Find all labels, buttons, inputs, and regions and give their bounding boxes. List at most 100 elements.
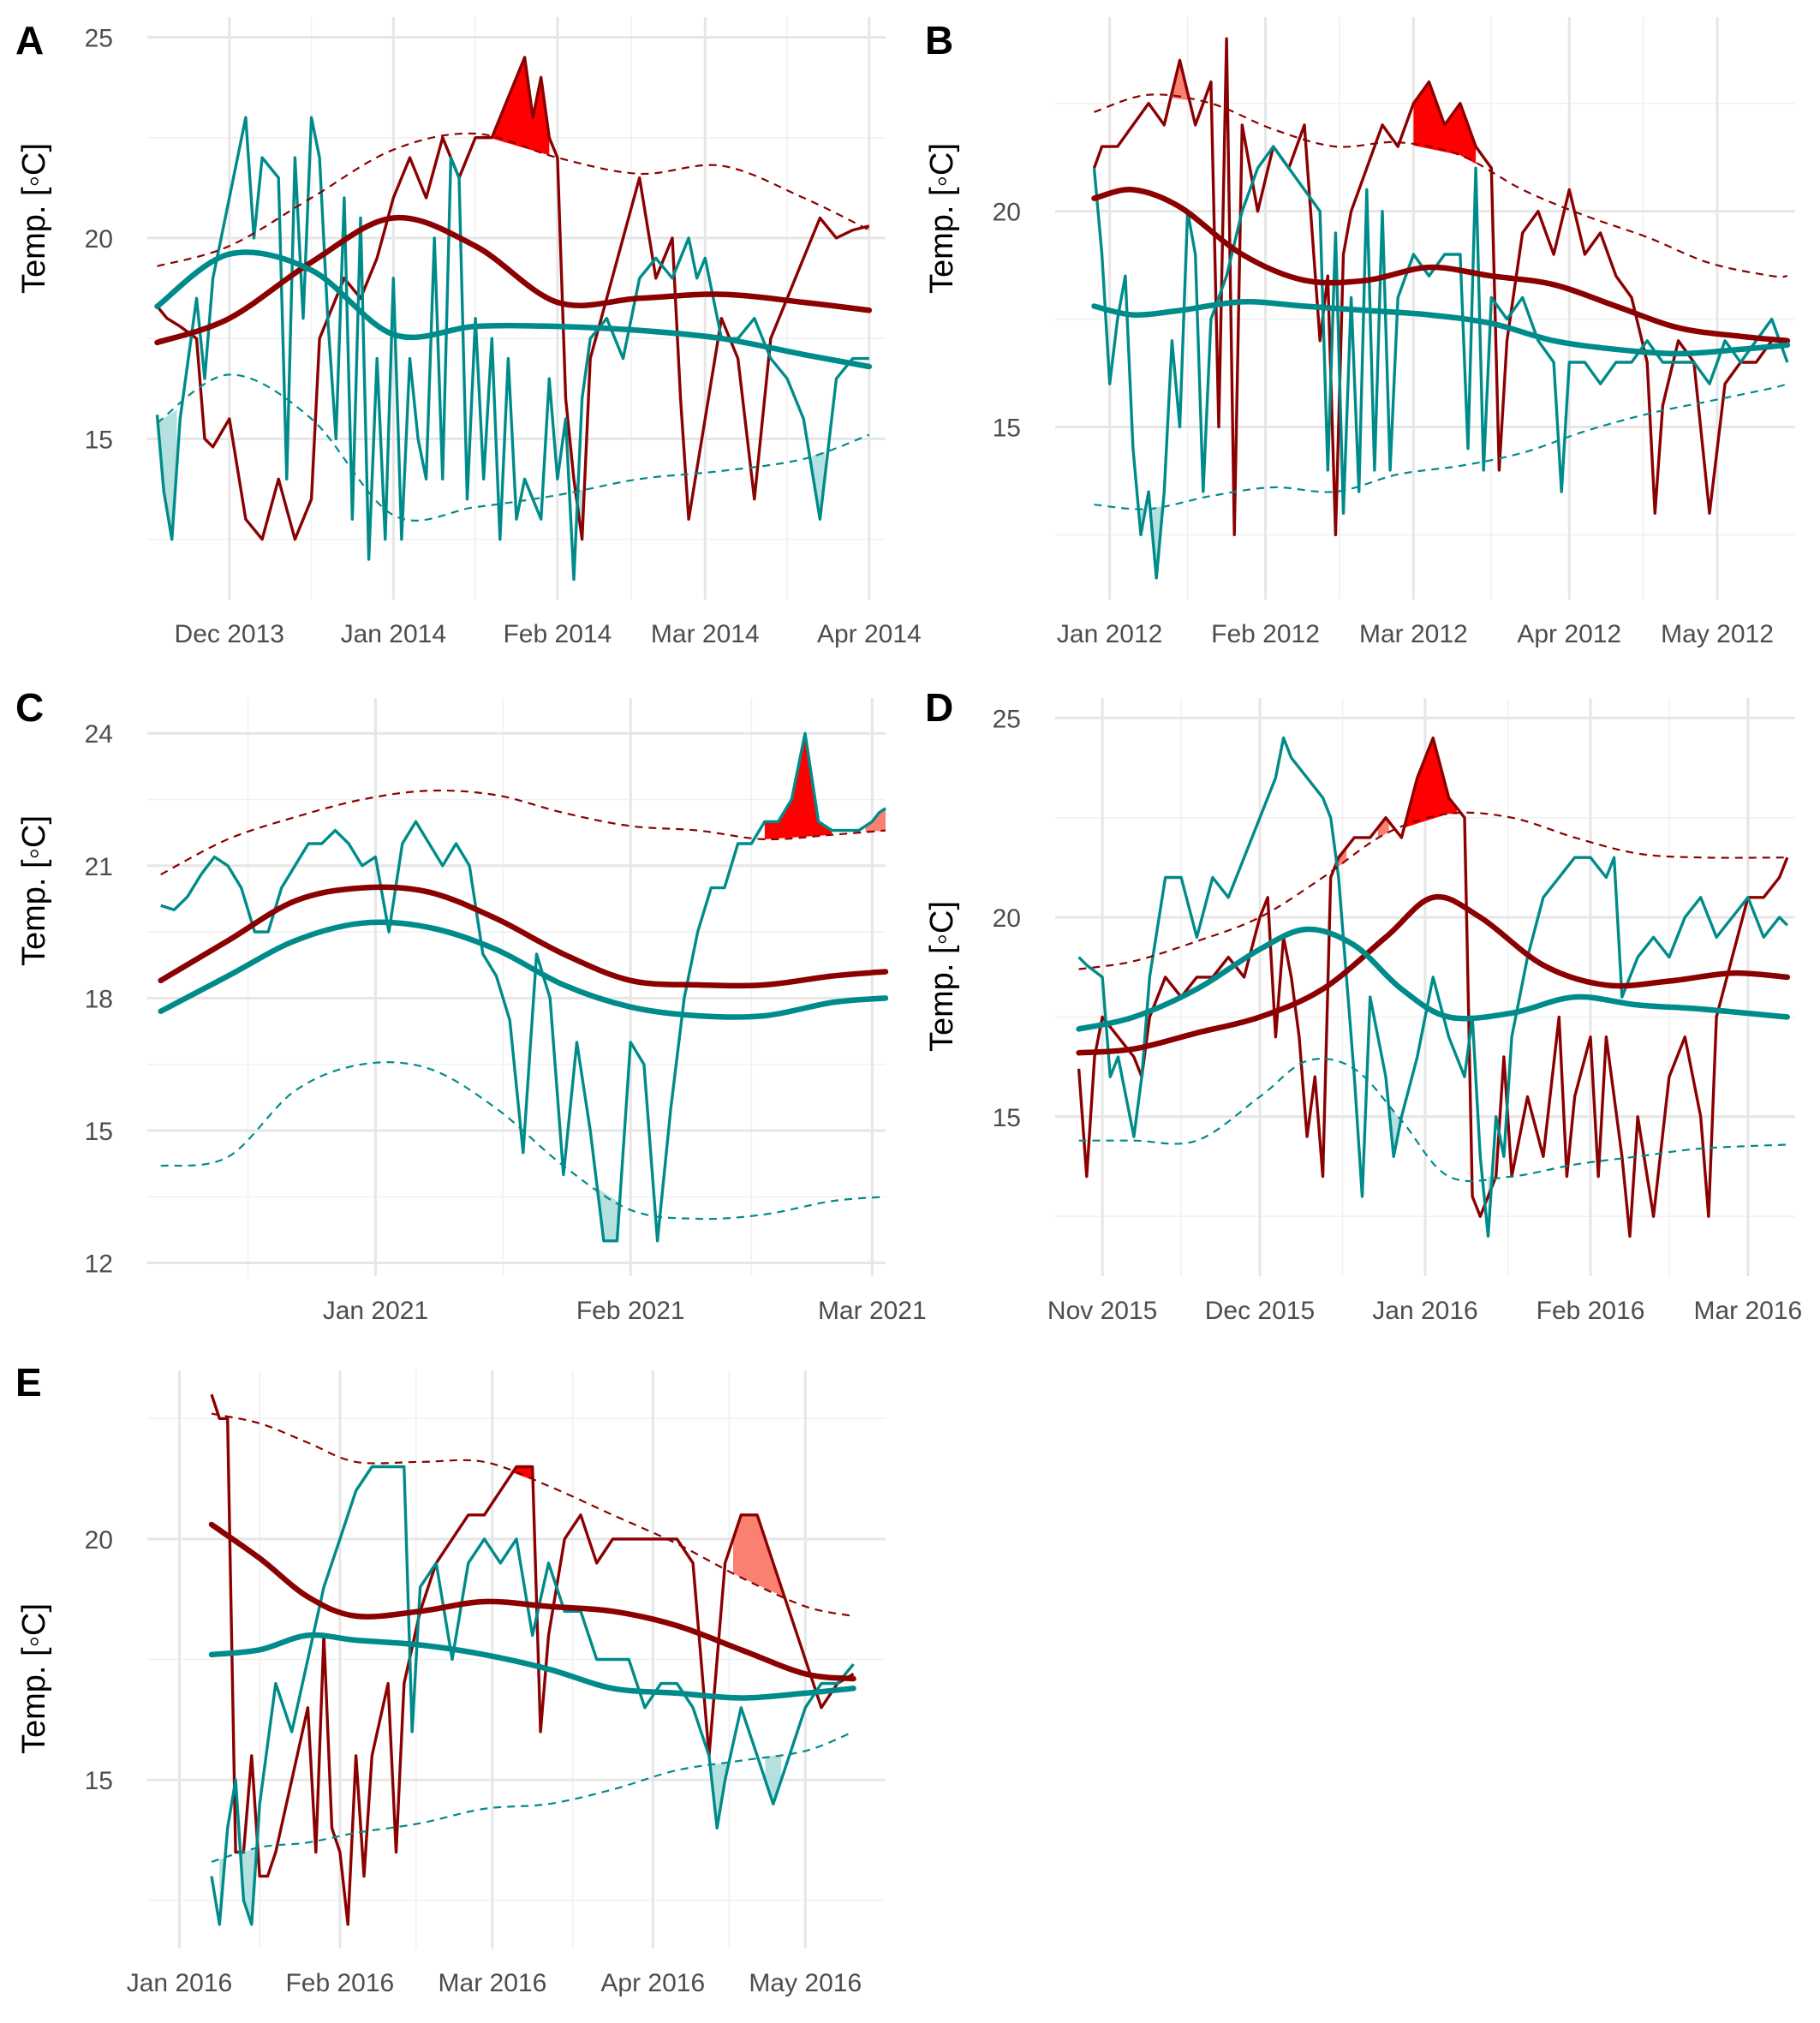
y-tick-label: 20	[993, 904, 1021, 933]
threshold-line-red	[1094, 93, 1788, 278]
y-tick-label: 15	[993, 1104, 1021, 1132]
panel-d-series	[1076, 736, 1791, 1238]
warm-extreme-area	[733, 1514, 797, 1603]
warm-extreme-area	[1172, 60, 1188, 100]
panel-d-y-axis-title: Temp. [◦C]	[924, 901, 960, 1052]
x-tick-label: May 2016	[749, 1969, 862, 1997]
climatology-line-red	[1076, 893, 1791, 1056]
panel-letter-d: D	[925, 685, 953, 730]
x-tick-label: Mar 2016	[439, 1969, 547, 1997]
y-tick-label: 25	[993, 705, 1021, 733]
y-tick-label: 20	[85, 1526, 113, 1555]
panel-a-y-axis-title: Temp. [◦C]	[16, 143, 52, 294]
climatology-line-red	[208, 1521, 856, 1682]
panel-letter-a: A	[15, 18, 44, 63]
panel-d-y-ticks: 15 20 25	[993, 705, 1021, 1132]
threshold-line-teal	[160, 1061, 886, 1220]
x-tick-label: Feb 2012	[1211, 620, 1320, 648]
panel-c-series	[158, 731, 889, 1243]
cold-extreme-area	[1141, 505, 1165, 576]
panel-e-x-ticks: Jan 2016 Feb 2016 Mar 2016 Apr 2016 May 2016	[127, 1969, 862, 1997]
x-tick-label: Jan 2012	[1057, 620, 1162, 648]
x-tick-label: Jan 2016	[1372, 1297, 1477, 1325]
warm-extreme-area	[764, 733, 832, 839]
x-tick-label: Nov 2015	[1047, 1297, 1157, 1325]
panel-b-y-axis-title: Temp. [◦C]	[924, 143, 960, 294]
y-tick-label: 21	[85, 853, 113, 881]
climatology-line-teal	[208, 1632, 856, 1701]
x-tick-label: Apr 2012	[1517, 620, 1621, 648]
x-tick-label: Feb 2016	[285, 1969, 394, 1997]
observed-line-red	[1092, 37, 1787, 537]
x-tick-label: Feb 2016	[1537, 1297, 1645, 1325]
climatology-line-red	[154, 214, 873, 346]
x-tick-label: Mar 2021	[818, 1297, 927, 1325]
x-tick-label: Jan 2014	[341, 620, 446, 648]
x-tick-label: Feb 2014	[503, 620, 612, 648]
observed-line-teal	[1077, 736, 1789, 1238]
panel-c-x-ticks: Jan 2021 Feb 2021 Mar 2021	[323, 1297, 927, 1325]
threshold-line-red	[1078, 811, 1787, 970]
threshold-line-teal	[156, 373, 870, 522]
y-tick-label: 15	[85, 426, 113, 454]
panel-a-y-ticks: 15 20 25	[85, 24, 113, 454]
observed-line-teal	[1092, 145, 1789, 580]
cold-extreme-area	[1377, 1095, 1410, 1157]
warm-extreme-area	[492, 58, 550, 156]
panel-d-grid	[1055, 698, 1795, 1276]
panel-letter-b: B	[925, 18, 953, 63]
x-tick-label: Apr 2016	[600, 1969, 705, 1997]
x-tick-label: Feb 2021	[576, 1297, 685, 1325]
warm-extreme-area	[1413, 81, 1477, 164]
climatology-line-teal	[158, 919, 889, 1020]
panel-a: A Temp. [◦C] 15 20 25 Dec 2013 Jan 2014 Feb …	[15, 17, 922, 648]
threshold-line-red	[160, 789, 886, 876]
climatology-line-teal	[154, 249, 873, 370]
x-tick-label: Jan 2016	[127, 1969, 232, 1997]
warm-extreme-area	[1377, 817, 1389, 839]
y-tick-label: 25	[85, 24, 113, 52]
panel-b-x-ticks: Jan 2012 Feb 2012 Mar 2012 Apr 2012 May 2012	[1057, 620, 1774, 648]
warm-extreme-area	[865, 808, 886, 832]
y-tick-label: 15	[993, 415, 1021, 443]
x-tick-label: Jan 2021	[323, 1297, 428, 1325]
observed-line-red	[1077, 736, 1789, 1238]
climatology-line-red	[1091, 187, 1791, 344]
panel-d: D Temp. [◦C] 15 20 25 Nov 2015 Dec 2015 Jan …	[924, 685, 1802, 1325]
panel-a-x-ticks: Dec 2013 Jan 2014 Feb 2014 Mar 2014 Apr 2014	[175, 620, 922, 648]
threshold-line-red	[211, 1412, 854, 1617]
panel-c-y-axis-title: Temp. [◦C]	[16, 815, 52, 966]
climatology-line-red	[158, 884, 889, 989]
y-tick-label: 12	[85, 1250, 113, 1279]
climatology-line-teal	[1091, 299, 1791, 357]
climatology-line-teal	[1076, 926, 1791, 1032]
observed-line-red	[210, 1393, 855, 1926]
x-tick-label: Mar 2016	[1693, 1297, 1802, 1325]
panel-letter-e: E	[15, 1360, 42, 1405]
y-tick-label: 15	[85, 1767, 113, 1795]
x-tick-label: Dec 2015	[1205, 1297, 1315, 1325]
x-tick-label: Mar 2012	[1359, 620, 1468, 648]
panel-e-series	[208, 1393, 856, 1926]
cold-extreme-area	[157, 409, 177, 540]
threshold-line-teal	[1094, 383, 1788, 510]
panel-a-series	[154, 56, 873, 582]
panel-e-y-axis-title: Temp. [◦C]	[16, 1603, 52, 1754]
panel-b-series	[1091, 37, 1791, 580]
panel-letter-c: C	[15, 685, 44, 730]
observed-line-teal	[210, 1465, 855, 1926]
y-tick-label: 20	[993, 199, 1021, 227]
y-tick-label: 24	[85, 720, 113, 749]
threshold-line-teal	[211, 1730, 854, 1863]
observed-line-teal	[155, 116, 869, 582]
y-tick-label: 15	[85, 1118, 113, 1146]
panel-b-highlights	[1141, 60, 1477, 576]
x-tick-label: May 2012	[1661, 620, 1774, 648]
panel-c-y-ticks: 12 15 18 21 24	[85, 720, 113, 1278]
